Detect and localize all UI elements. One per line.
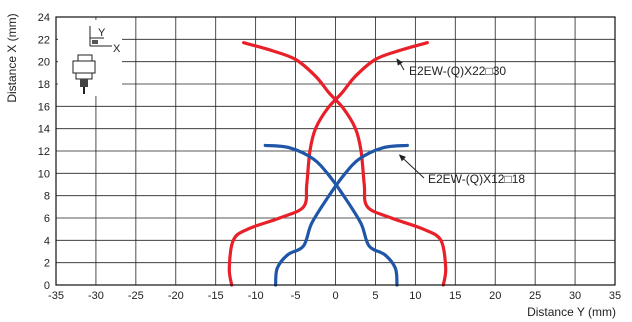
- plot-frame: [55, 16, 616, 286]
- sensor-head-icon: [77, 54, 93, 62]
- x-tick-label: -20: [168, 290, 184, 302]
- y-tick-label: 14: [38, 124, 50, 136]
- y-tick-label: 24: [38, 12, 50, 24]
- series-x22-30-branch-right: [242, 41, 448, 287]
- y-tick-label: 6: [44, 213, 50, 225]
- tick-labels: -35 -30 -25 -20 -15 -10 -5 0 5 10 15 20 25 30 35024681…: [38, 12, 621, 302]
- y-tick-label: 2: [44, 258, 50, 270]
- x-tick-label: -10: [248, 290, 264, 302]
- inset-target-icon: [92, 40, 98, 44]
- x-tick-label: 15: [449, 290, 461, 302]
- x-tick-label: 10: [409, 290, 421, 302]
- x-tick-label: -25: [128, 290, 144, 302]
- annotation-arrow-head: [398, 154, 406, 162]
- y-tick-label: 8: [44, 191, 50, 203]
- x-tick-label: 35: [609, 290, 621, 302]
- sensor-inset-diagram: Y X: [58, 20, 122, 96]
- inset-y-label: Y: [98, 27, 106, 39]
- sensor-nut-icon: [75, 72, 93, 80]
- sensor-body-icon: [72, 60, 96, 74]
- x-tick-label: -30: [88, 290, 104, 302]
- grid: [55, 16, 616, 286]
- inset-x-label: X: [113, 43, 121, 55]
- x-tick-label: 20: [489, 290, 501, 302]
- x-tick-label: 30: [569, 290, 581, 302]
- series-x22-30-branch-left: [227, 41, 429, 287]
- y-axis-label: Distance X (mm): [5, 13, 19, 102]
- sensor-cable-icon: [80, 79, 88, 87]
- y-tick-label: 4: [44, 235, 50, 247]
- y-tick-label: 10: [38, 168, 50, 180]
- y-tick-label: 18: [38, 79, 50, 91]
- x-tick-label: 5: [372, 290, 378, 302]
- y-tick-label: 20: [38, 57, 50, 69]
- series-x12-18-branch-left: [274, 143, 409, 287]
- annotation-arrow-head: [396, 58, 403, 66]
- annotation-leader-line: [400, 155, 425, 179]
- x-axis-label: Distance Y (mm): [527, 305, 616, 319]
- x-tick-label: 25: [529, 290, 541, 302]
- y-tick-label: 12: [38, 146, 50, 158]
- curves: [227, 41, 448, 287]
- y-tick-label: 16: [38, 101, 50, 113]
- series-x12-18-branch-right: [263, 143, 399, 287]
- x-tick-label: 0: [332, 290, 338, 302]
- annotation-label-x22-30: E2EW-(Q)X22□30: [409, 64, 506, 78]
- x-tick-label: -5: [291, 290, 301, 302]
- x-tick-label: -15: [208, 290, 224, 302]
- y-tick-label: 22: [38, 34, 50, 46]
- annotation-label-x12-18: E2EW-(Q)X12□18: [428, 172, 525, 186]
- y-tick-label: 0: [44, 280, 50, 292]
- annotations: E2EW-(Q)X22□30 E2EW-(Q)X12□18: [396, 58, 525, 186]
- x-tick-label: -35: [48, 290, 64, 302]
